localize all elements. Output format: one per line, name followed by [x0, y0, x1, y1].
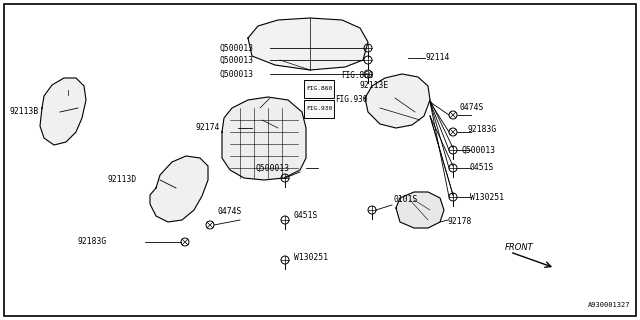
Text: A930001327: A930001327 — [588, 302, 630, 308]
Text: Q500013: Q500013 — [220, 44, 254, 52]
Text: 0474S: 0474S — [460, 103, 484, 113]
Bar — [304, 80, 334, 98]
Text: 92174: 92174 — [196, 124, 220, 132]
Text: 0451S: 0451S — [470, 164, 494, 172]
Text: W130251: W130251 — [294, 253, 328, 262]
Text: Q500013: Q500013 — [220, 55, 254, 65]
Polygon shape — [40, 78, 86, 145]
Text: 92178: 92178 — [448, 218, 472, 227]
Polygon shape — [396, 192, 444, 228]
Text: FIG.930: FIG.930 — [306, 107, 332, 111]
Text: FRONT: FRONT — [505, 244, 534, 252]
Polygon shape — [248, 18, 368, 70]
Text: FIG.860: FIG.860 — [341, 70, 373, 79]
Text: 92113B: 92113B — [10, 108, 39, 116]
Polygon shape — [222, 97, 306, 180]
Bar — [304, 100, 334, 118]
Text: 0101S: 0101S — [394, 196, 419, 204]
Polygon shape — [365, 74, 430, 128]
Text: 0474S: 0474S — [218, 207, 243, 217]
Text: 92183G: 92183G — [468, 125, 497, 134]
Polygon shape — [150, 156, 208, 222]
Text: 0451S: 0451S — [294, 211, 318, 220]
Text: 92113E: 92113E — [360, 82, 389, 91]
Text: Q500013: Q500013 — [462, 146, 496, 155]
Text: 92113D: 92113D — [108, 175, 137, 185]
Text: 92114: 92114 — [425, 53, 449, 62]
Text: 92183G: 92183G — [78, 237, 108, 246]
Text: Q500013: Q500013 — [220, 69, 254, 78]
Text: FIG.930: FIG.930 — [335, 95, 367, 105]
Text: Q500013: Q500013 — [256, 164, 290, 172]
Text: W130251: W130251 — [470, 193, 504, 202]
Text: FIG.860: FIG.860 — [306, 86, 332, 92]
